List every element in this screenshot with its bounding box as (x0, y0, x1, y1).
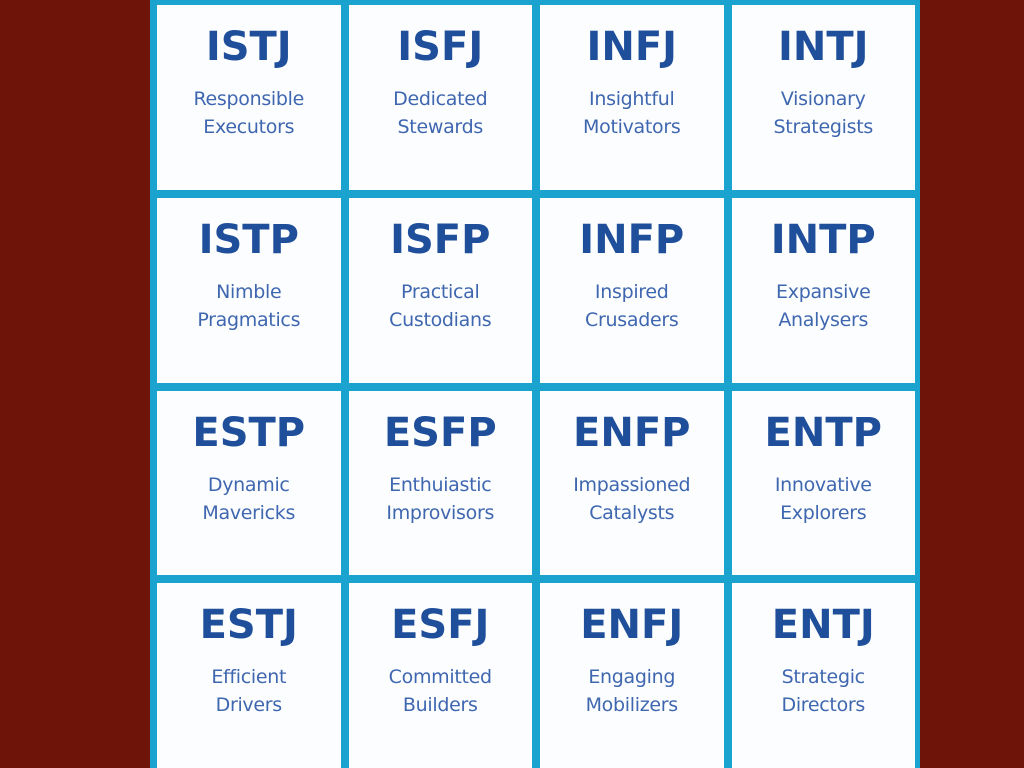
type-description: Innovative Explorers (775, 471, 872, 527)
type-description-line2: Builders (402, 694, 478, 717)
type-description-line1: Visionary (780, 88, 866, 110)
type-description-line1: Dynamic (207, 473, 290, 496)
type-cell-estp: ESTP Dynamic Mavericks (157, 390, 341, 576)
type-description-line2: Motivators (583, 116, 681, 138)
type-code: INTP (770, 216, 876, 263)
type-description-line1: Responsible (193, 88, 305, 110)
type-description: Dynamic Mavericks (202, 471, 295, 527)
type-cell-isfj: ISFJ Dedicated Stewards (348, 5, 532, 190)
type-description-line1: Dedicated (393, 88, 488, 110)
type-cell-estj: ESTJ Efficient Drivers (157, 583, 341, 768)
type-cell-entj: ENTJ Strategic Directors (731, 583, 915, 768)
type-description-line2: Analysers (778, 308, 869, 331)
type-description: Strategic Directors (781, 663, 865, 719)
type-description-line2: Catalysts (589, 501, 675, 524)
type-cell-istp: ISTP Nimble Pragmatics (157, 197, 341, 383)
type-description: Practical Custodians (389, 278, 492, 334)
type-description: Responsible Executors (193, 85, 304, 141)
type-code: INFP (579, 216, 685, 263)
personality-type-grid: ISTJ Responsible Executors ISFJ Dedicate… (150, 0, 920, 768)
type-description: Engaging Mobilizers (585, 663, 679, 719)
type-description-line1: Nimble (216, 280, 282, 303)
type-description: Committed Builders (389, 663, 492, 719)
type-code: ISTJ (205, 24, 292, 70)
type-cell-esfp: ESFP Enthuiastic Improvisors (348, 390, 532, 576)
type-code: ENTP (764, 409, 882, 456)
grid-cells: ISTJ Responsible Executors ISFJ Dedicate… (157, 5, 915, 768)
type-description-line2: Strategists (773, 116, 874, 138)
type-description-line2: Executors (203, 116, 295, 138)
type-code: ISFJ (397, 24, 484, 70)
type-description: Insightful Motivators (583, 85, 681, 141)
type-description: Efficient Drivers (211, 663, 286, 719)
type-description-line2: Improvisors (386, 501, 495, 524)
type-code: INTJ (777, 24, 869, 70)
type-description: Nimble Pragmatics (197, 278, 300, 334)
type-description-line1: Enthuiastic (389, 473, 492, 496)
type-cell-enfj: ENFJ Engaging Mobilizers (540, 583, 724, 768)
type-code: ENTJ (771, 602, 875, 649)
type-description-line1: Engaging (588, 666, 676, 689)
type-description-line2: Custodians (389, 308, 492, 331)
type-code: ISTP (198, 216, 299, 263)
type-description-line2: Mavericks (202, 501, 296, 524)
type-code: ISFP (390, 216, 491, 263)
type-description-line2: Crusaders (585, 308, 679, 331)
type-description-line1: Committed (388, 666, 492, 689)
type-description-line1: Inspired (594, 280, 669, 303)
type-description: Expansive Analysers (776, 278, 871, 334)
type-description-line2: Pragmatics (197, 308, 301, 331)
type-cell-infp: INFP Inspired Crusaders (540, 197, 724, 383)
type-cell-enfp: ENFP Impassioned Catalysts (540, 390, 724, 576)
type-description-line2: Drivers (215, 694, 283, 717)
type-code: ESFP (383, 409, 497, 456)
type-cell-infj: INFJ Insightful Motivators (540, 5, 724, 190)
type-cell-isfp: ISFP Practical Custodians (348, 197, 532, 383)
type-cell-intj: INTJ Visionary Strategists (731, 5, 915, 190)
type-cell-intp: INTP Expansive Analysers (731, 197, 915, 383)
type-description-line2: Explorers (780, 501, 867, 524)
type-cell-esfj: ESFJ Committed Builders (348, 583, 532, 768)
type-description-line2: Stewards (397, 116, 484, 138)
type-description-line1: Practical (401, 280, 480, 303)
type-code: ESTJ (199, 602, 298, 649)
type-description-line1: Impassioned (573, 473, 691, 496)
type-description-line1: Insightful (589, 88, 675, 110)
type-description: Inspired Crusaders (585, 278, 679, 334)
type-description: Dedicated Stewards (393, 85, 488, 141)
type-description-line1: Innovative (774, 473, 872, 496)
type-description-line1: Efficient (211, 666, 287, 689)
type-description-line2: Directors (781, 694, 866, 717)
type-code: ENFJ (580, 602, 684, 649)
type-code: ENFP (573, 409, 691, 456)
type-code: ESTP (192, 409, 306, 456)
type-cell-entp: ENTP Innovative Explorers (731, 390, 915, 576)
type-description-line1: Strategic (781, 666, 866, 689)
type-code: ESFJ (391, 602, 490, 649)
type-description-line2: Mobilizers (585, 694, 679, 717)
type-description-line1: Expansive (776, 280, 871, 303)
type-description: Enthuiastic Improvisors (386, 471, 494, 527)
type-cell-istj: ISTJ Responsible Executors (157, 5, 341, 190)
type-description: Visionary Strategists (773, 85, 874, 141)
type-description: Impassioned Catalysts (573, 471, 690, 527)
type-code: INFJ (586, 24, 678, 70)
